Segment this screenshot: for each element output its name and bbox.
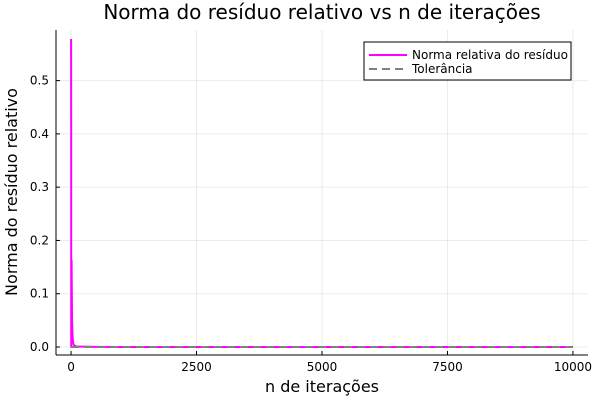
- legend-box: [363, 41, 572, 81]
- legend-label-1: Tolerância: [411, 62, 473, 76]
- y-tick-label: 0.4: [30, 127, 49, 141]
- x-tick-label: 2500: [181, 360, 212, 374]
- y-tick-label: 0.5: [30, 74, 49, 88]
- y-tick-label: 0.1: [30, 287, 49, 301]
- x-tick-label: 10000: [554, 360, 592, 374]
- y-tick-label: 0.0: [30, 340, 49, 354]
- y-axis-label: Norma do resíduo relativo: [2, 88, 21, 296]
- series-layer: [70, 39, 573, 349]
- x-tick-label: 5000: [307, 360, 338, 374]
- legend-label-0: Norma relativa do resíduo: [412, 48, 568, 62]
- y-tick-label: 0.3: [30, 180, 49, 194]
- y-tick-label: 0.2: [30, 233, 49, 247]
- ticks-layer: 0 2500 5000 7500 10000 0.0 0.1 0.2 0.3 0.4 0.5: [30, 74, 592, 374]
- x-axis-label: n de iterações: [265, 377, 379, 396]
- chart-title: Norma do resíduo relativo vs n de iteraç…: [103, 0, 540, 24]
- x-tick-label: 7500: [432, 360, 463, 374]
- x-tick-label: 0: [67, 360, 75, 374]
